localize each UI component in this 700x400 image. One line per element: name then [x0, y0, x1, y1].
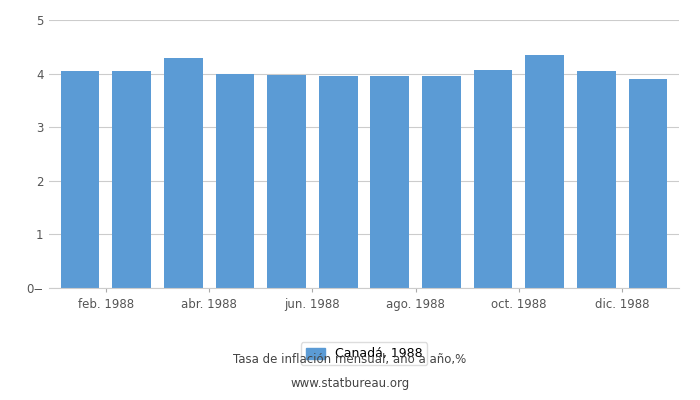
Bar	[267, 75, 306, 288]
Legend: Canadá, 1988: Canadá, 1988	[301, 342, 427, 366]
Bar	[164, 58, 202, 288]
Bar	[61, 71, 99, 288]
Bar	[474, 70, 512, 288]
Text: www.statbureau.org: www.statbureau.org	[290, 378, 410, 390]
Bar	[370, 76, 410, 288]
Bar	[318, 76, 358, 288]
Bar	[526, 55, 564, 288]
Bar	[216, 74, 254, 288]
Bar	[629, 79, 667, 288]
Bar	[112, 72, 151, 288]
Bar	[422, 76, 461, 288]
Bar	[577, 71, 616, 288]
Text: Tasa de inflación mensual, año a año,%: Tasa de inflación mensual, año a año,%	[233, 354, 467, 366]
